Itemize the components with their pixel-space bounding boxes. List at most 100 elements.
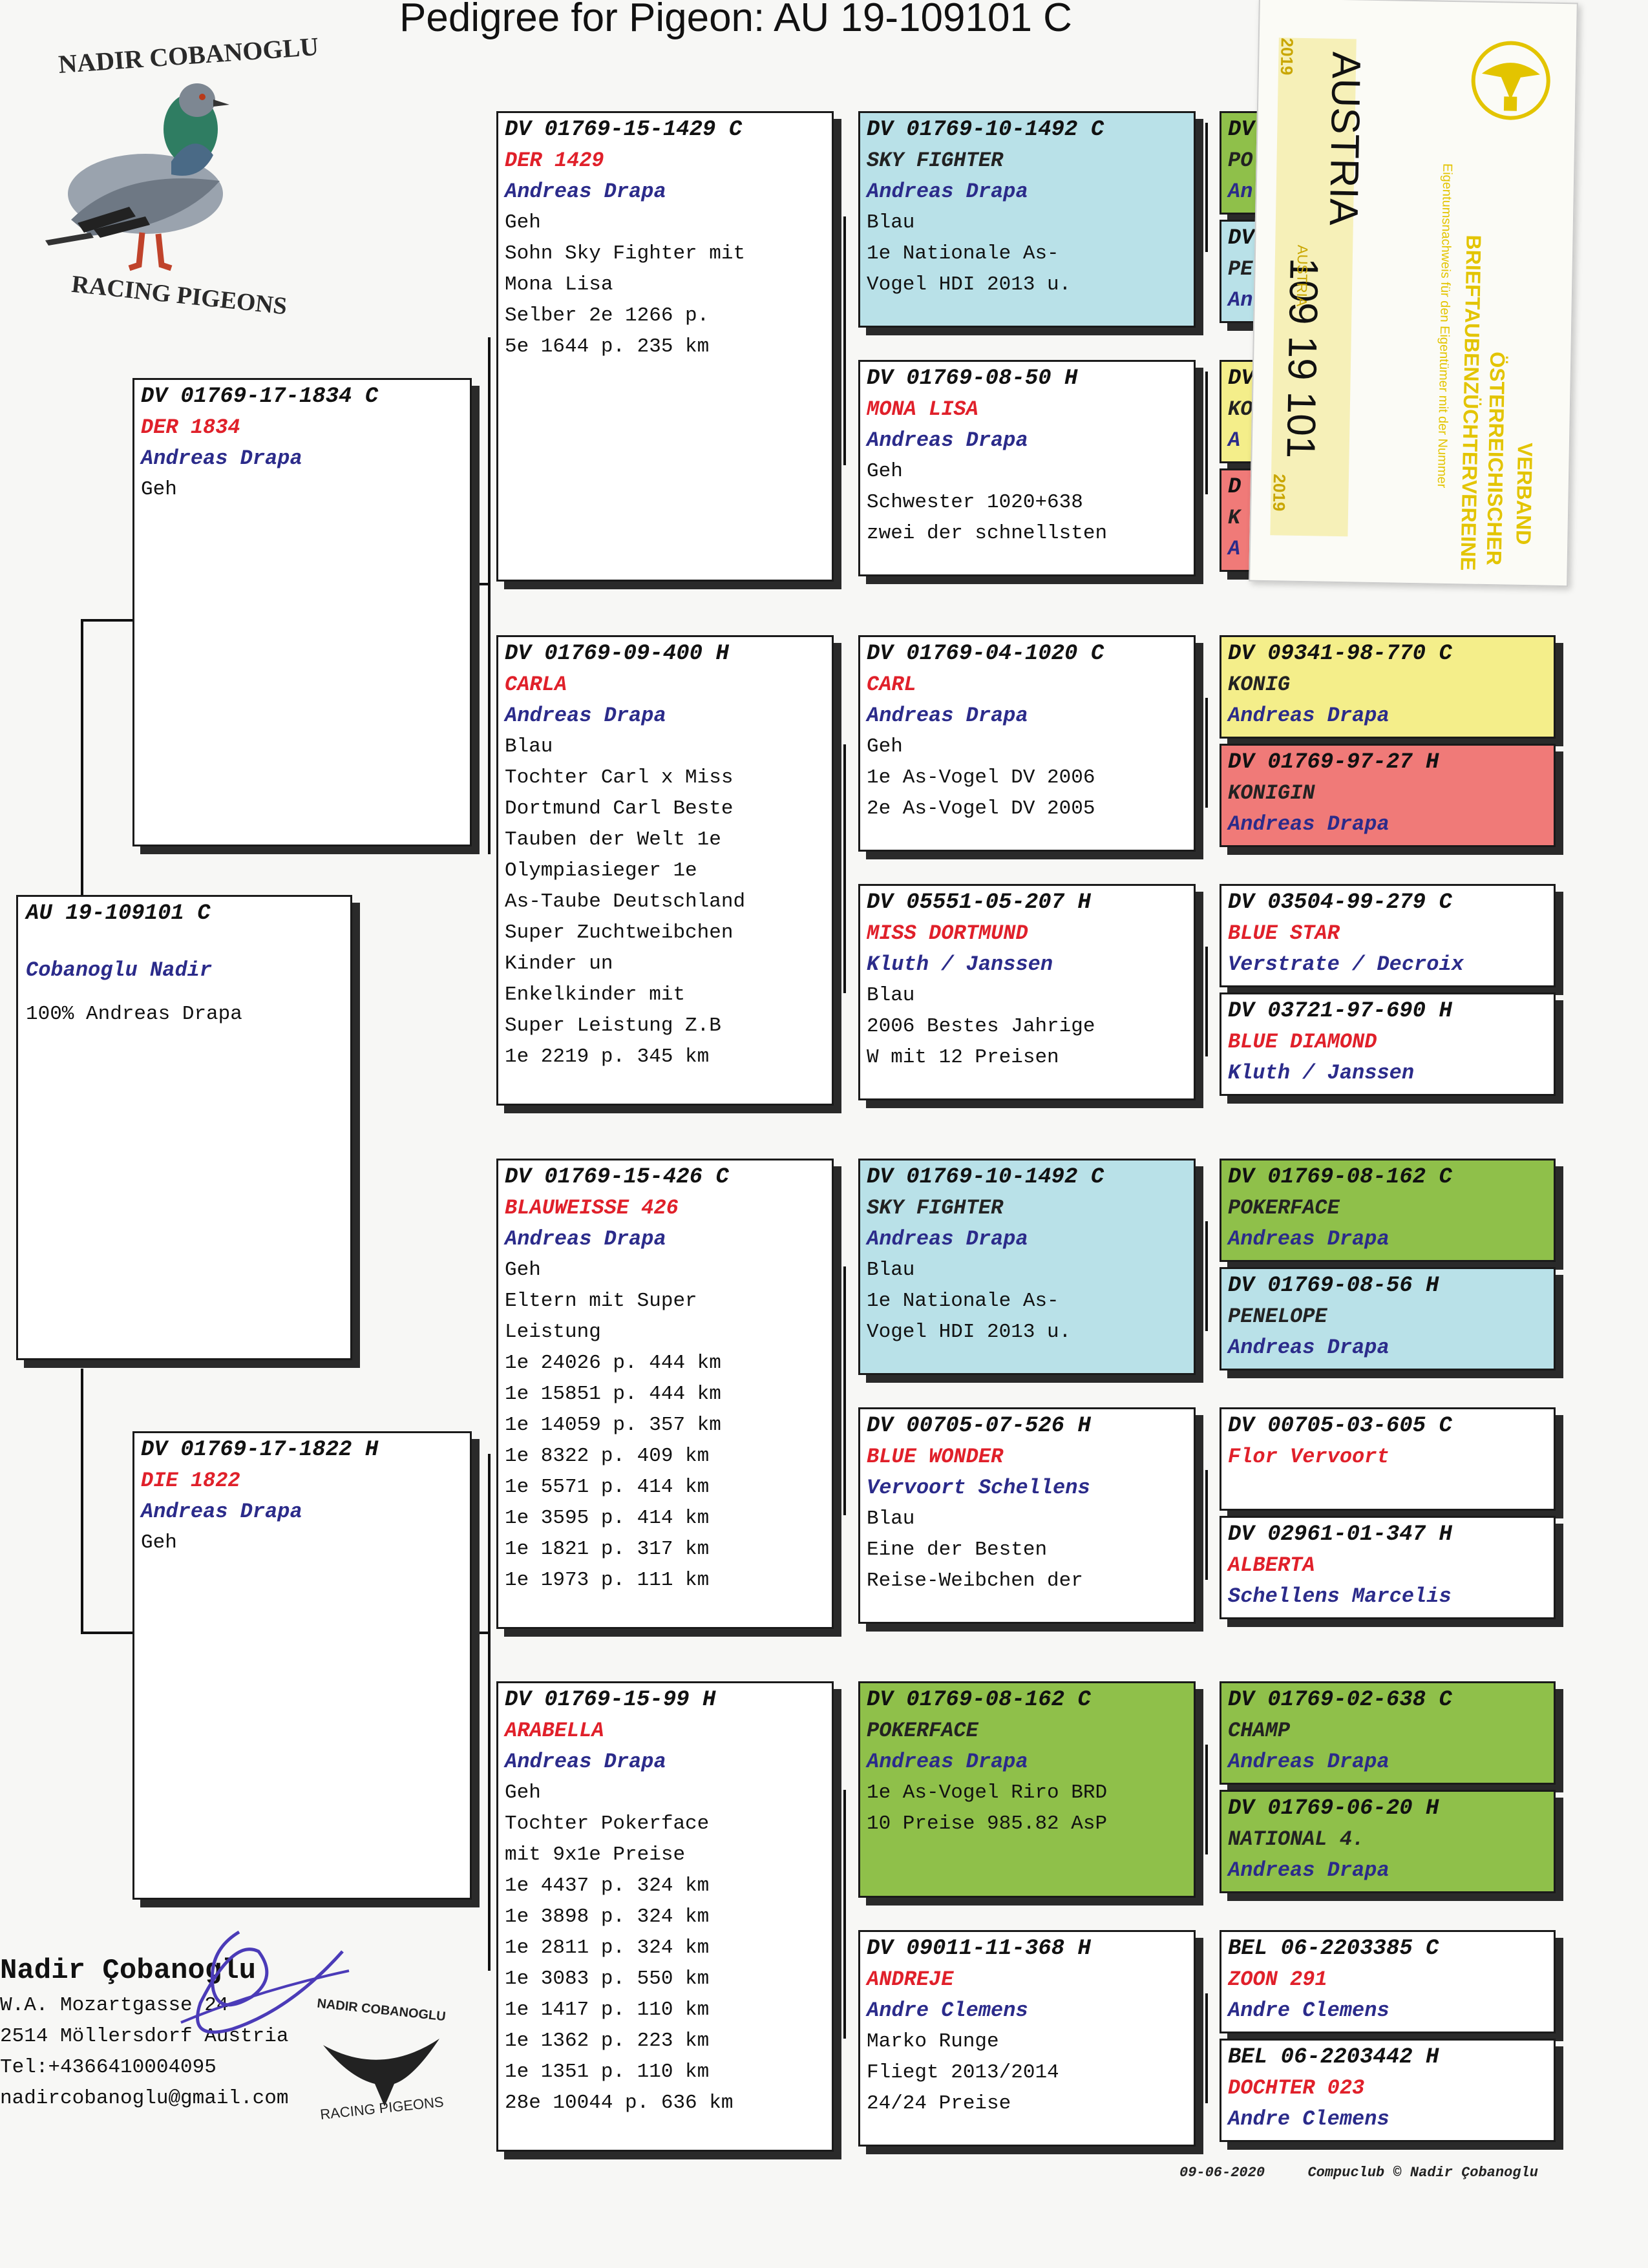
gen3-card[interactable]: DV 05551-05-207 H MISS DORTMUND Kluth / …	[858, 884, 1196, 1100]
connector-line	[843, 1266, 846, 1515]
breeder-name: Andre Clemens	[1228, 1999, 1389, 2022]
connector-line	[472, 1632, 490, 1634]
dam-sire-card[interactable]: DV 01769-15-426 C BLAUWEISSE 426 Andreas…	[496, 1159, 834, 1629]
note-line: Blau	[867, 1507, 915, 1530]
breeder-name: An	[1228, 288, 1253, 312]
ring-number: DV 01769-06-20 H	[1228, 1796, 1439, 1821]
ring-number: DV 01769-17-1834 C	[141, 384, 379, 409]
ring-number: DV 01769-08-162 C	[867, 1688, 1091, 1712]
ring-number: DV 01769-02-638 C	[1228, 1688, 1452, 1712]
pigeon-color: Geh	[505, 1259, 541, 1281]
connector-line	[81, 1369, 83, 1633]
sire-dam-card[interactable]: DV 01769-09-400 H CARLA Andreas Drapa Bl…	[496, 635, 834, 1106]
connector-line	[1205, 698, 1208, 808]
note-line: Marko Runge	[867, 2030, 999, 2053]
breeder-name: Andre Clemens	[1228, 2107, 1389, 2131]
gen3-card[interactable]: DV 01769-08-162 C POKERFACE Andreas Drap…	[858, 1681, 1196, 1898]
note-line: 1e 3595 p. 414 km	[505, 1507, 710, 1529]
breeder-name: Andreas Drapa	[505, 1227, 666, 1251]
note-line: 1e 1362 p. 223 km	[505, 2030, 710, 2052]
gen3-card[interactable]: DV 01769-08-50 H MONA LISA Andreas Drapa…	[858, 360, 1196, 576]
breeder-name: Andreas Drapa	[141, 446, 302, 470]
print-date: 09-06-2020	[1179, 2165, 1265, 2181]
pigeon-logo-icon	[45, 83, 229, 271]
gen3-card[interactable]: DV 09011-11-368 H ANDREJE Andre Clemens …	[858, 1930, 1196, 2147]
gen4-card[interactable]: DV 01769-08-56 H PENELOPE Andreas Drapa	[1220, 1267, 1556, 1370]
ring-number: BEL 06-2203442 H	[1228, 2045, 1439, 2070]
subject-pigeon-card[interactable]: AU 19-109101 C Cobanoglu Nadir 100% Andr…	[16, 895, 352, 1360]
gen4-card[interactable]: DV 03721-97-690 H BLUE DIAMOND Kluth / J…	[1220, 992, 1556, 1096]
gen4-card[interactable]: BEL 06-2203385 C ZOON 291 Andre Clemens	[1220, 1930, 1556, 2033]
page-title: Pedigree for Pigeon: AU 19-109101 C	[399, 0, 1072, 40]
connector-line	[1205, 1221, 1208, 1331]
logo: NADIR COBANOGLU RACING PIGEONS	[26, 26, 319, 330]
note-line: mit 9x1e Preise	[505, 1843, 686, 1866]
note-line: 1e As-Vogel Riro BRD	[867, 1781, 1108, 1804]
connector-line	[472, 583, 490, 585]
ring-number: DV 01769-10-1492 C	[867, 1165, 1104, 1190]
stamp-bird-icon	[323, 2039, 439, 2106]
note-line: Enkelkinder mit	[505, 983, 686, 1006]
ring-number: AU 19-109101 C	[26, 901, 211, 926]
gen4-card[interactable]: DV 00705-03-605 C Flor Vervoort	[1220, 1407, 1556, 1511]
gen3-card[interactable]: DV 00705-07-526 H BLUE WONDER Vervoort S…	[858, 1407, 1196, 1624]
pigeon-name: PENELOPE	[1228, 1305, 1327, 1328]
pigeon-name: DER 1834	[141, 415, 240, 439]
ring-number: DV	[1228, 118, 1254, 142]
ring-number: DV 01769-15-426 C	[505, 1165, 729, 1190]
gen4-card[interactable]: DV 01769-06-20 H NATIONAL 4. Andreas Dra…	[1220, 1790, 1556, 1893]
pigeon-name: K	[1228, 506, 1241, 530]
breeder-name: Vervoort Schellens	[867, 1476, 1090, 1500]
gen4-card[interactable]: DV 09341-98-770 C KONIG Andreas Drapa	[1220, 635, 1556, 739]
pigeon-color: Blau	[505, 735, 553, 758]
connector-line	[488, 337, 491, 854]
ring-number: DV 05551-05-207 H	[867, 890, 1091, 915]
connector-line	[81, 619, 83, 897]
ring-number: DV 01769-10-1492 C	[867, 118, 1104, 142]
ring-number: D	[1228, 475, 1241, 499]
connector-line	[1205, 1470, 1208, 1580]
note-line: Tochter Carl x Miss	[505, 766, 734, 789]
gen3-card[interactable]: DV 01769-10-1492 C SKY FIGHTER Andreas D…	[858, 1159, 1196, 1375]
gen3-card[interactable]: DV 01769-10-1492 C SKY FIGHTER Andreas D…	[858, 111, 1196, 328]
note-line: Sohn Sky Fighter mit	[505, 242, 746, 265]
gen4-card[interactable]: DV 02961-01-347 H ALBERTA Schellens Marc…	[1220, 1516, 1556, 1619]
gen4-card[interactable]: BEL 06-2203442 H DOCHTER 023 Andre Cleme…	[1220, 2039, 1556, 2142]
ring-number: DV 03504-99-279 C	[1228, 890, 1452, 915]
note-line: 1e 1351 p. 110 km	[505, 2061, 710, 2083]
ring-number: DV	[1228, 366, 1254, 391]
address-line: W.A. Mozartgasse 24	[0, 1994, 229, 2017]
breeder-name: A	[1228, 537, 1241, 561]
sire-sire-card[interactable]: DV 01769-15-1429 C DER 1429 Andreas Drap…	[496, 111, 834, 582]
ring-number: DV 02961-01-347 H	[1228, 1522, 1452, 1547]
ring-number: DV 01769-04-1020 C	[867, 642, 1104, 666]
registration-sticker: 2019 AUSTRIA 109 19 101 AUSTRIA 2019 VER…	[1249, 0, 1578, 587]
dam-dam-card[interactable]: DV 01769-15-99 H ARABELLA Andreas Drapa …	[496, 1681, 834, 2152]
note-line: 1e Nationale As-	[867, 1290, 1059, 1312]
address-line: 2514 Möllersdorf Austria	[0, 2025, 289, 2048]
signature-icon	[180, 1930, 350, 2034]
note-line: Vogel HDI 2013 u.	[867, 1321, 1072, 1343]
breeder-name: Andreas Drapa	[505, 704, 666, 728]
ring-number: DV 01769-17-1822 H	[141, 1438, 379, 1462]
connector-line	[488, 1454, 491, 1971]
sire-card[interactable]: DV 01769-17-1834 C DER 1834 Andreas Drap…	[132, 378, 472, 846]
breeder-name: Kluth / Janssen	[1228, 1061, 1415, 1085]
pigeon-name: ANDREJE	[867, 1968, 954, 1991]
gen4-card[interactable]: DV 01769-08-162 C POKERFACE Andreas Drap…	[1220, 1159, 1556, 1262]
ring-number: DV 01769-09-400 H	[505, 642, 729, 666]
ring-number: DV 01769-08-50 H	[867, 366, 1078, 391]
note-line: Blau	[867, 984, 915, 1007]
gen4-card[interactable]: DV 01769-02-638 C CHAMP Andreas Drapa	[1220, 1681, 1556, 1785]
breeder-name: Schellens Marcelis	[1228, 1584, 1452, 1608]
dam-card[interactable]: DV 01769-17-1822 H DIE 1822 Andreas Drap…	[132, 1431, 472, 1900]
note-line: 1e 5571 p. 414 km	[505, 1476, 710, 1498]
breeder-name: Andreas Drapa	[867, 428, 1028, 452]
gen4-card[interactable]: DV 01769-97-27 H KONIGIN Andreas Drapa	[1220, 744, 1556, 847]
note-line: Reise-Weibchen der	[867, 1570, 1083, 1592]
note-line: 1e 8322 p. 409 km	[505, 1445, 710, 1467]
ring-number: DV 01769-15-1429 C	[505, 118, 743, 142]
gen3-card[interactable]: DV 01769-04-1020 C CARL Andreas Drapa Ge…	[858, 635, 1196, 852]
connector-line	[1205, 372, 1208, 494]
gen4-card[interactable]: DV 03504-99-279 C BLUE STAR Verstrate / …	[1220, 884, 1556, 987]
